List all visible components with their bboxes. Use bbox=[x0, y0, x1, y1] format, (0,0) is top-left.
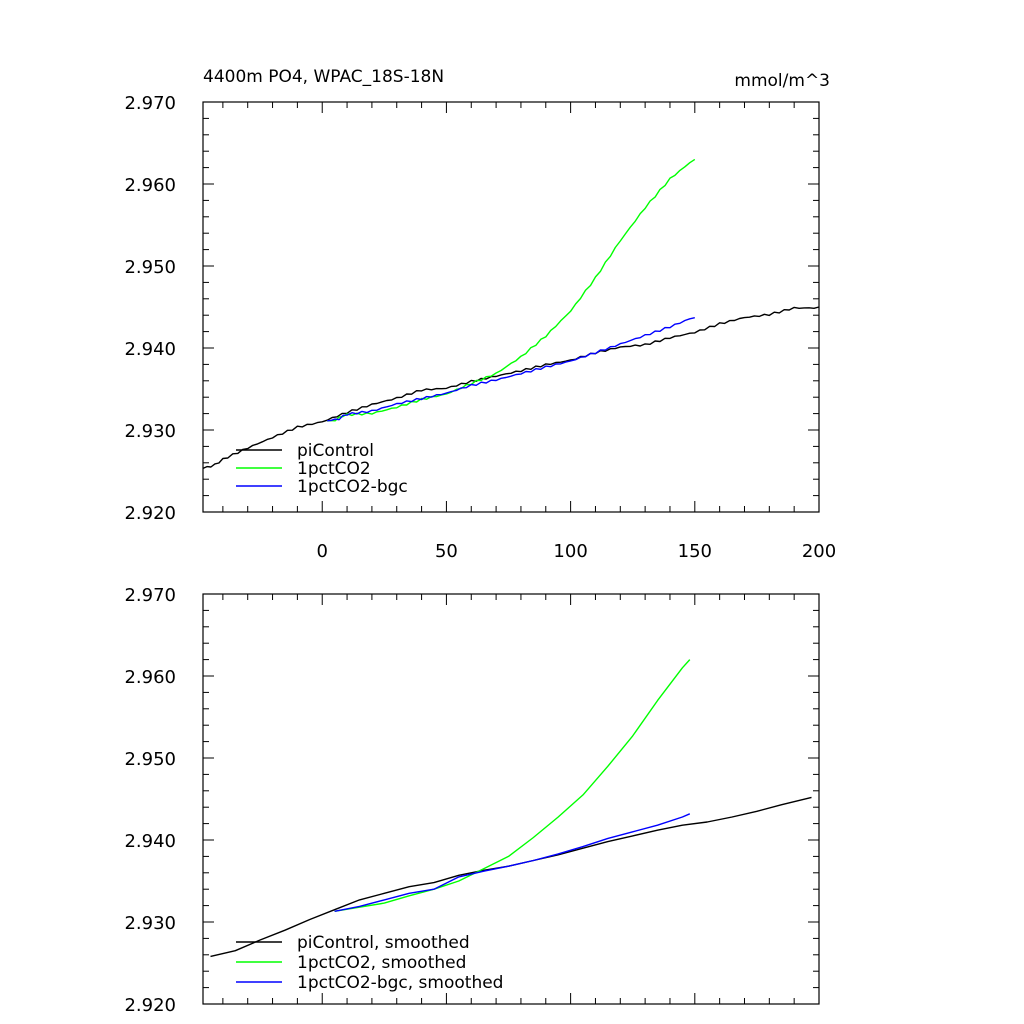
legend-label: 1pctCO2-bgc bbox=[297, 477, 408, 497]
y-tick-label: 2.930 bbox=[124, 913, 176, 934]
y-tick-label: 2.920 bbox=[124, 503, 176, 524]
x-tick-label: 200 bbox=[802, 541, 836, 562]
x-tick-label: 100 bbox=[553, 541, 587, 562]
plot-frame bbox=[202, 593, 820, 1005]
units-label: mmol/m^3 bbox=[734, 71, 830, 91]
series-line-1pctco2-smoothed bbox=[334, 659, 691, 912]
series-line-1pctco2-bgc bbox=[327, 317, 695, 422]
bottom-panel: 2.920 2.930 2.940 2.950 2.960 2.970 piControl,… bbox=[124, 585, 820, 1016]
x-tick-label: 0 bbox=[316, 541, 327, 562]
y-tick-label: 2.960 bbox=[124, 667, 176, 688]
series-line-1pctco2-bgc-smoothed bbox=[334, 813, 691, 912]
top-panel: 2.920 2.930 2.940 2.950 2.960 2.970 0 50 100 150 2… bbox=[124, 93, 836, 562]
legend-label: 1pctCO2-bgc, smoothed bbox=[297, 973, 503, 993]
y-tick-label: 2.950 bbox=[124, 749, 176, 770]
y-tick-label: 2.940 bbox=[124, 339, 176, 360]
legend-label: piControl, smoothed bbox=[297, 933, 470, 953]
legend-label: piControl bbox=[297, 441, 374, 461]
y-tick-label: 2.930 bbox=[124, 421, 176, 442]
series-line-1pctco2 bbox=[327, 158, 696, 422]
y-tick-label: 2.970 bbox=[124, 585, 176, 606]
y-tick-label: 2.960 bbox=[124, 175, 176, 196]
y-tick-label: 2.920 bbox=[124, 995, 176, 1016]
legend-label: 1pctCO2, smoothed bbox=[297, 953, 466, 973]
plot-frame bbox=[202, 101, 820, 513]
chart-title: 4400m PO4, WPAC_18S-18N bbox=[203, 67, 444, 87]
y-tick-label: 2.940 bbox=[124, 831, 176, 852]
series-line-picontrol bbox=[202, 306, 820, 470]
x-tick-label: 150 bbox=[678, 541, 712, 562]
legend-label: 1pctCO2 bbox=[297, 459, 371, 479]
y-tick-label: 2.970 bbox=[124, 93, 176, 114]
x-tick-label: 50 bbox=[435, 541, 458, 562]
y-tick-label: 2.950 bbox=[124, 257, 176, 278]
